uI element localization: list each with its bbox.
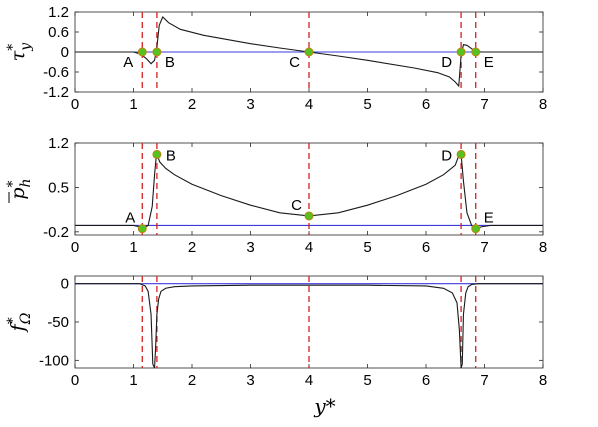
y-axis-label-sup: * xyxy=(5,44,21,51)
point-label-d: D xyxy=(441,54,452,71)
point-label-b: B xyxy=(165,54,175,71)
y-axis-label-main: τ xyxy=(7,50,29,61)
point-label-d: D xyxy=(441,147,452,164)
point-marker-d xyxy=(456,47,466,57)
y-axis-label-main: p xyxy=(7,187,29,199)
x-tick-label: 2 xyxy=(188,239,196,256)
point-marker-d xyxy=(456,149,466,159)
x-tick-label: 4 xyxy=(305,239,313,256)
x-tick-label: 5 xyxy=(363,96,371,113)
x-tick-label: 2 xyxy=(188,372,196,389)
x-tick-label: 7 xyxy=(480,239,488,256)
series-line xyxy=(75,153,543,230)
x-tick-label: 3 xyxy=(246,239,254,256)
x-tick-label: 5 xyxy=(363,239,371,256)
point-marker-b xyxy=(152,47,162,57)
x-tick-label: 1 xyxy=(129,96,137,113)
y-axis-label-sup: * xyxy=(5,317,21,324)
x-tick-label: 6 xyxy=(422,239,430,256)
y-tick-label: 0.6 xyxy=(48,24,69,41)
point-marker-c xyxy=(304,47,314,57)
y-tick-label: 0 xyxy=(61,44,69,61)
x-tick-label: 1 xyxy=(129,372,137,389)
y-axis-label-text: p*h xyxy=(5,178,34,199)
y-tick-label: -50 xyxy=(47,314,69,331)
y-tick-label: -1.2 xyxy=(43,84,69,101)
x-tick-label: 8 xyxy=(539,239,547,256)
x-tick-label: 4 xyxy=(305,96,313,113)
axes-layer: 0 1 2 3 4 5 6 7 81.20.60-0.6-1.2A B C D Eτ*y0 1 2 3 4 5 6 7… xyxy=(5,4,547,389)
x-tick-label: 2 xyxy=(188,96,196,113)
y-axis-label-sup: * xyxy=(5,180,21,187)
y-axis-label-text: τ*y xyxy=(5,42,34,62)
y-tick-label: -0.2 xyxy=(43,224,69,241)
point-marker-e xyxy=(471,47,481,57)
series-line xyxy=(75,283,543,368)
y-tick-label: -0.6 xyxy=(43,64,69,81)
y-axis-label: τ*y xyxy=(5,42,34,62)
x-tick-label: 3 xyxy=(246,372,254,389)
y-axis-label-text: f*Ω xyxy=(5,312,34,333)
y-axis-label-main: f xyxy=(7,321,29,333)
point-label-e: E xyxy=(484,54,494,71)
point-label-c: C xyxy=(291,197,302,214)
y-tick-label: 0.5 xyxy=(48,179,69,196)
x-tick-label: 4 xyxy=(305,372,313,389)
panel-2: 0 1 2 3 4 5 6 7 8 1.2 0.5 -0.2 A B C D Ep*h xyxy=(5,135,547,256)
x-tick-label: 3 xyxy=(246,96,254,113)
point-marker-a xyxy=(137,224,147,234)
point-label-b: B xyxy=(166,147,176,164)
y-tick-label: 1.2 xyxy=(48,135,69,152)
x-tick-label: 0 xyxy=(71,372,79,389)
point-label-a: A xyxy=(125,210,135,227)
panel-1: 0 1 2 3 4 5 6 7 81.20.60-0.6-1.2A B C D Eτ*y xyxy=(5,4,547,113)
panel-3: 0 1 2 3 4 5 6 7 8 0 -50 -100 f*Ω xyxy=(5,275,547,389)
point-marker-e xyxy=(471,224,481,234)
y-tick-label: 0 xyxy=(61,276,69,293)
point-label-c: C xyxy=(289,54,300,71)
point-label-e: E xyxy=(484,210,494,227)
x-tick-label: 6 xyxy=(422,96,430,113)
x-tick-label: 8 xyxy=(539,372,547,389)
x-tick-label: 7 xyxy=(480,372,488,389)
point-marker-a xyxy=(137,47,147,57)
y-tick-label: -100 xyxy=(39,352,69,369)
x-tick-label: 8 xyxy=(539,96,547,113)
point-marker-b xyxy=(152,149,162,159)
x-tick-label: 0 xyxy=(71,239,79,256)
x-tick-label: 7 xyxy=(480,96,488,113)
point-marker-c xyxy=(304,211,314,221)
y-axis-label: p*h xyxy=(5,178,34,203)
y-tick-label: 1.2 xyxy=(48,4,69,21)
x-tick-label: 6 xyxy=(422,372,430,389)
x-tick-label: 1 xyxy=(129,239,137,256)
x-axis-label: y* xyxy=(313,394,335,418)
x-tick-label: 0 xyxy=(71,96,79,113)
y-axis-label-sub: y xyxy=(18,42,34,52)
y-axis-label-sub: h xyxy=(18,178,34,187)
y-axis-label-sub: Ω xyxy=(18,312,34,325)
y-axis-label: f*Ω xyxy=(5,312,34,333)
x-tick-label: 5 xyxy=(363,372,371,389)
point-label-a: A xyxy=(123,54,133,71)
